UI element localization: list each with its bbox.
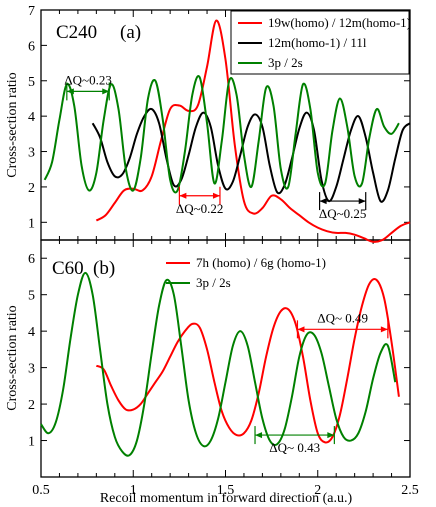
annotation-label-b-1: ΔQ~ 0.43 <box>269 440 320 455</box>
y-tick-label-b: 5 <box>28 289 35 304</box>
y-tick-label-a: 5 <box>28 75 35 90</box>
panel-a-annotations: ΔQ~0.23 ΔQ~0.22 ΔQ~0.25 <box>64 72 366 221</box>
y-tick-label-b: 6 <box>28 252 35 267</box>
legend-a-label-0: 19w(homo) / 12m(homo-1) <box>268 15 411 30</box>
x-tick-label: 1.5 <box>217 483 235 498</box>
y-tick-label-a: 7 <box>28 4 35 19</box>
legend-b-label-0: 7h (homo) / 6g (homo-1) <box>196 255 326 270</box>
annotation-a-0: ΔQ~0.23 <box>64 72 112 101</box>
y-tick-label-a: 6 <box>28 39 35 54</box>
y-tick-label-b: 3 <box>28 362 35 377</box>
x-tick-label: 2 <box>314 483 321 498</box>
panel-a-series <box>43 19 411 243</box>
panel-b-label: (b) <box>93 258 115 279</box>
panel-b-ticks: 1 2 3 4 5 6 0.5 1 1.5 2 2.5 <box>28 240 419 498</box>
annotation-b-0: ΔQ~ 0.49 <box>296 310 389 339</box>
series-line-b-0 <box>95 278 400 444</box>
panel-a-label: (a) <box>120 22 141 43</box>
series-line-b-1 <box>40 271 397 457</box>
annotation-label-a-1: ΔQ~0.22 <box>176 201 224 216</box>
x-tick-label: 1 <box>130 483 137 498</box>
y-tick-label-a: 4 <box>28 110 35 125</box>
annotation-a-1: ΔQ~0.22 <box>176 186 224 216</box>
panel-a-ticks: 1 2 3 4 5 6 7 <box>28 4 411 240</box>
y-tick-label-b: 2 <box>28 398 35 413</box>
panel-b-series <box>40 271 400 457</box>
y-tick-label-a: 1 <box>28 216 35 231</box>
panel-b-title: C60 <box>52 258 84 279</box>
series-line-a-0 <box>95 19 411 243</box>
annotation-label-a-0: ΔQ~0.23 <box>64 72 112 87</box>
annotation-a-2: ΔQ~0.25 <box>319 192 367 221</box>
legend-a-label-2: 3p / 2s <box>268 55 303 70</box>
y-tick-label-b: 4 <box>28 325 35 340</box>
panel-a-title: C240 <box>56 22 97 43</box>
annotation-b-1: ΔQ~ 0.43 <box>254 426 335 455</box>
legend-a-label-1: 12m(homo-1) / 11l <box>268 35 367 50</box>
legend-b-label-1: 3p / 2s <box>196 275 231 290</box>
y-tick-label-b: 1 <box>28 435 35 450</box>
panel-a-legend: 19w(homo) / 12m(homo-1) 12m(homo-1) / 11… <box>230 10 411 75</box>
annotation-label-b-0: ΔQ~ 0.49 <box>317 310 368 325</box>
series-line-a-2 <box>43 75 400 194</box>
x-tick-label: 0.5 <box>32 483 50 498</box>
panel-a-ylabel: Cross-section ratio <box>5 72 20 177</box>
panel-b-legend: 7h (homo) / 6g (homo-1) 3p / 2s <box>166 255 326 290</box>
panel-b-ylabel: Cross-section ratio <box>5 305 20 410</box>
y-tick-label-a: 2 <box>28 181 35 196</box>
panel-b-annotations: ΔQ~ 0.49 ΔQ~ 0.43 <box>254 310 389 455</box>
x-axis-label: Recoil momentum in forward direction (a.… <box>100 491 353 506</box>
y-tick-label-a: 3 <box>28 146 35 161</box>
annotation-label-a-2: ΔQ~0.25 <box>319 206 367 221</box>
x-tick-label: 2.5 <box>401 483 419 498</box>
